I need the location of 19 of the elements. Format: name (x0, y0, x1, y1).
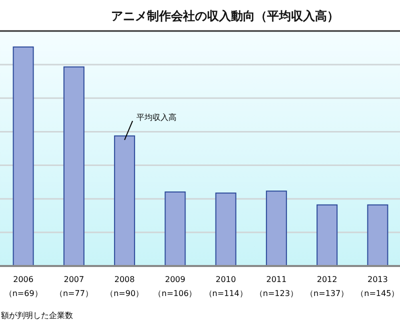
chart-title: アニメ制作会社の収入動向（平均収入高） (111, 9, 339, 23)
bar (215, 192, 236, 266)
text: 額が判明した企業数 (1, 311, 73, 320)
x-tick-label: 2007 （n=77） (54, 275, 93, 298)
bar (12, 46, 34, 266)
bar (164, 191, 186, 266)
x-tick-label: 2012 （n=137） (306, 275, 349, 298)
x-tick-label: 2013 （n=145） (356, 275, 400, 298)
series-label: 平均収入高 (136, 112, 177, 122)
bar (63, 66, 84, 266)
bar (266, 190, 287, 266)
x-tick-label: 2008 （n=90） (106, 275, 144, 298)
x-tick-label: 2010 （n=114） (204, 275, 248, 298)
x-tick-label: 2009 （n=106） (154, 275, 197, 298)
x-tick-label: 2006 （n=69） (4, 275, 42, 298)
bar (114, 135, 136, 266)
x-tick-label: 2011 （n=123） (254, 275, 298, 298)
bar (367, 204, 388, 266)
bar (316, 204, 338, 266)
